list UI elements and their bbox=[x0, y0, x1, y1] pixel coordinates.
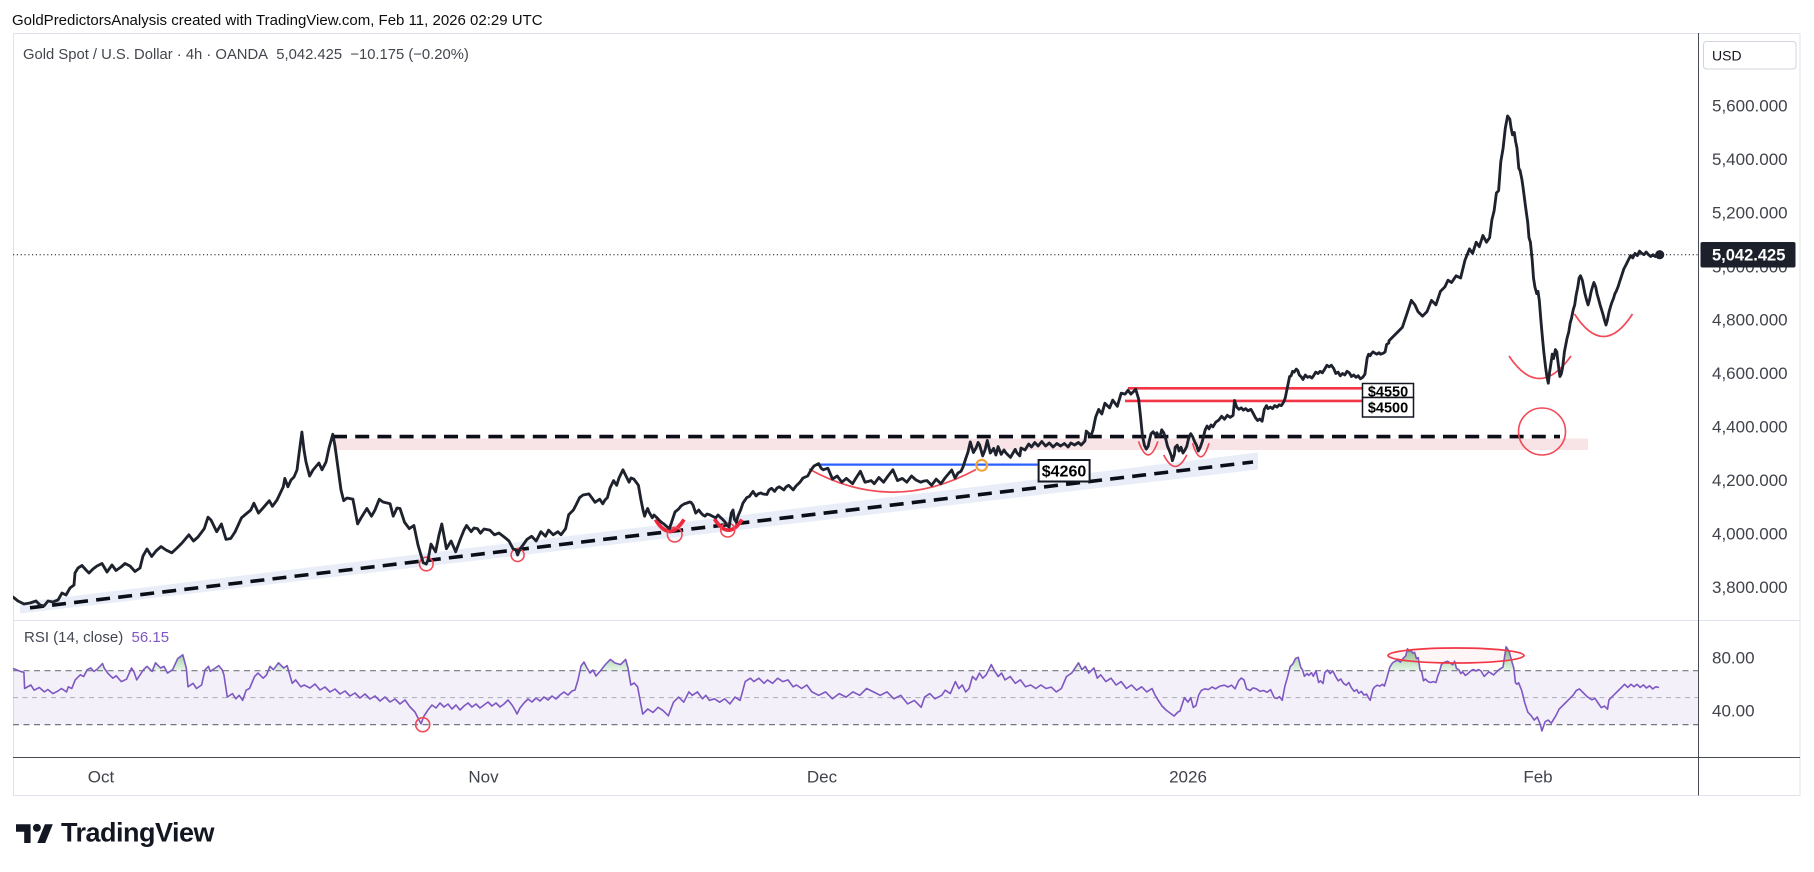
svg-text:2026: 2026 bbox=[1169, 768, 1207, 787]
svg-text:4,200.000: 4,200.000 bbox=[1712, 471, 1788, 490]
svg-text:3,800.000: 3,800.000 bbox=[1712, 578, 1788, 597]
svg-text:5,400.000: 5,400.000 bbox=[1712, 150, 1788, 169]
svg-text:GoldPredictorsAnalysis created: GoldPredictorsAnalysis created with Trad… bbox=[12, 12, 543, 29]
svg-text:TradingView: TradingView bbox=[61, 818, 216, 848]
svg-text:RSI (14, close) 56.15: RSI (14, close) 56.15 bbox=[24, 629, 169, 646]
svg-text:5,600.000: 5,600.000 bbox=[1712, 97, 1788, 116]
svg-text:$4550: $4550 bbox=[1368, 385, 1408, 401]
svg-text:$4500: $4500 bbox=[1368, 401, 1408, 417]
svg-text:4,600.000: 4,600.000 bbox=[1712, 364, 1788, 383]
svg-text:Dec: Dec bbox=[807, 768, 838, 787]
svg-text:Nov: Nov bbox=[468, 768, 499, 787]
svg-text:80.00: 80.00 bbox=[1712, 648, 1755, 667]
svg-text:40.00: 40.00 bbox=[1712, 702, 1755, 721]
svg-text:5,200.000: 5,200.000 bbox=[1712, 204, 1788, 223]
svg-text:4,000.000: 4,000.000 bbox=[1712, 525, 1788, 544]
svg-text:$4260: $4260 bbox=[1042, 464, 1087, 481]
svg-text:USD: USD bbox=[1712, 48, 1742, 64]
svg-text:Feb: Feb bbox=[1523, 768, 1552, 787]
svg-text:4,400.000: 4,400.000 bbox=[1712, 418, 1788, 437]
svg-text:Gold Spot / U.S. Dollar · 4h ·: Gold Spot / U.S. Dollar · 4h · OANDA 5,0… bbox=[23, 47, 469, 63]
svg-text:4,800.000: 4,800.000 bbox=[1712, 311, 1788, 330]
svg-text:Oct: Oct bbox=[88, 768, 115, 787]
svg-text:5,042.425: 5,042.425 bbox=[1712, 247, 1785, 265]
